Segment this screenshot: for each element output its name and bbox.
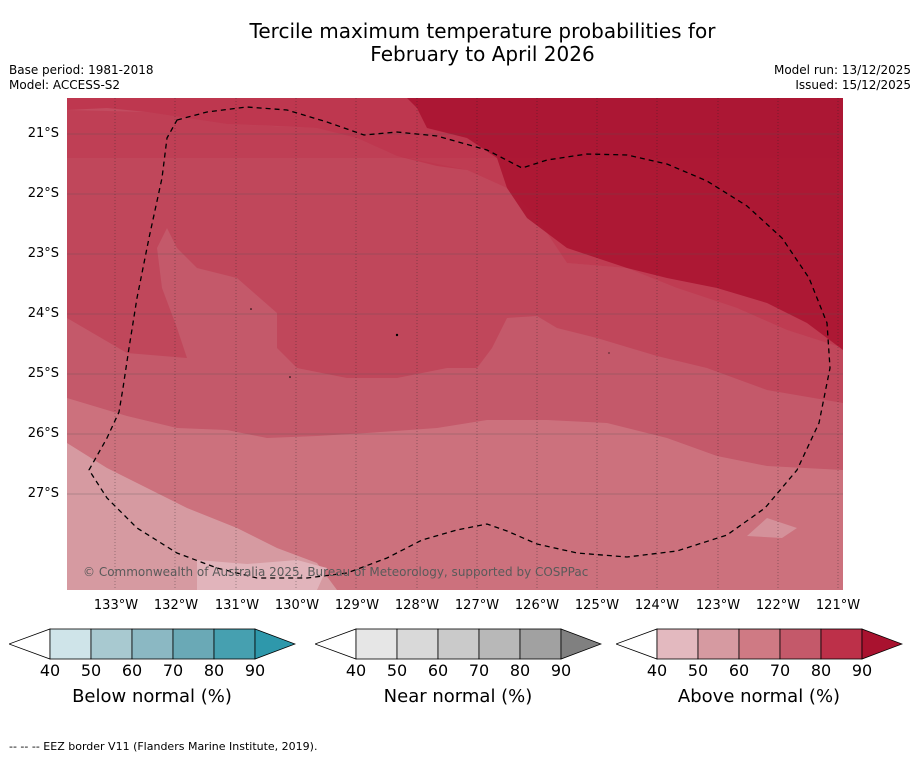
above-tick-60: 60 <box>728 661 750 680</box>
near-tick-50: 50 <box>386 661 408 680</box>
map-title: Tercile maximum temperature probabilitie… <box>0 20 919 66</box>
below-swatch-0 <box>9 628 51 660</box>
below-tick-80: 80 <box>203 661 225 680</box>
below-swatch-3 <box>131 628 174 660</box>
lat-label-24s: 24°S <box>27 306 59 321</box>
below-tick-60: 60 <box>121 661 143 680</box>
near-tick-40: 40 <box>345 661 367 680</box>
near-tick-80: 80 <box>509 661 531 680</box>
eez-footnote: -- -- -- EEZ border V11 (Flanders Marine… <box>9 740 318 753</box>
lon-label-127w: 127°W <box>454 598 500 613</box>
map-canvas <box>67 98 843 590</box>
lon-label-122w: 122°W <box>755 598 801 613</box>
below-swatch-2 <box>90 628 133 660</box>
model-run: Model run: 13/12/2025 <box>773 63 911 77</box>
near-normal-label: Near normal (%) <box>383 686 533 707</box>
lon-label-129w: 129°W <box>334 598 380 613</box>
model-name: Model: ACCESS-S2 <box>9 78 121 92</box>
above-swatch-3 <box>738 628 781 660</box>
above-tick-90: 90 <box>851 661 873 680</box>
near-tick-90: 90 <box>550 661 572 680</box>
below-tick-70: 70 <box>162 661 184 680</box>
above-swatch-1 <box>656 628 699 660</box>
near-swatch-2 <box>396 628 439 660</box>
lon-label-125w: 125°W <box>574 598 620 613</box>
copyright-notice: © Commonwealth of Australia 2025, Bureau… <box>83 565 589 579</box>
near-tick-70: 70 <box>468 661 490 680</box>
below-tick-40: 40 <box>39 661 61 680</box>
lon-label-123w: 123°W <box>695 598 741 613</box>
probability-map[interactable]: © Commonwealth of Australia 2025, Bureau… <box>67 98 843 590</box>
above-tick-50: 50 <box>687 661 709 680</box>
near-swatch-3 <box>437 628 480 660</box>
lon-label-121w: 121°W <box>815 598 861 613</box>
lon-label-130w: 130°W <box>274 598 320 613</box>
above-tick-40: 40 <box>646 661 668 680</box>
lat-label-27s: 27°S <box>27 486 59 501</box>
near-tick-60: 60 <box>427 661 449 680</box>
lon-label-124w: 124°W <box>634 598 680 613</box>
lat-label-21s: 21°S <box>27 126 59 141</box>
lon-label-133w: 133°W <box>93 598 139 613</box>
above-swatch-2 <box>697 628 740 660</box>
lat-label-22s: 22°S <box>27 186 59 201</box>
meta-left: Base period: 1981-2018 Model: ACCESS-S2 <box>9 63 154 93</box>
above-tick-70: 70 <box>769 661 791 680</box>
below-swatch-6 <box>254 628 296 660</box>
above-tick-80: 80 <box>810 661 832 680</box>
below-swatch-5 <box>213 628 256 660</box>
lat-label-25s: 25°S <box>27 366 59 381</box>
below-swatch-4 <box>172 628 215 660</box>
lon-label-132w: 132°W <box>153 598 199 613</box>
base-period: Base period: 1981-2018 <box>9 63 154 77</box>
lon-label-126w: 126°W <box>514 598 560 613</box>
below-swatch-1 <box>49 628 92 660</box>
above-swatch-4 <box>779 628 822 660</box>
below-normal-label: Below normal (%) <box>72 686 232 707</box>
above-swatch-6 <box>861 628 903 660</box>
near-swatch-5 <box>519 628 562 660</box>
lat-label-23s: 23°S <box>27 246 59 261</box>
lon-label-128w: 128°W <box>394 598 440 613</box>
meta-right: Model run: 13/12/2025 Issued: 15/12/2025 <box>774 63 911 93</box>
below-tick-90: 90 <box>244 661 266 680</box>
lat-label-26s: 26°S <box>27 426 59 441</box>
lon-label-131w: 131°W <box>214 598 260 613</box>
below-tick-50: 50 <box>80 661 102 680</box>
issued-date: Issued: 15/12/2025 <box>795 78 911 92</box>
near-swatch-6 <box>560 628 602 660</box>
title-line-1: Tercile maximum temperature probabilitie… <box>249 19 716 43</box>
near-swatch-1 <box>355 628 398 660</box>
near-swatch-0 <box>315 628 357 660</box>
near-swatch-4 <box>478 628 521 660</box>
above-normal-label: Above normal (%) <box>677 686 841 707</box>
above-swatch-0 <box>616 628 658 660</box>
above-swatch-5 <box>820 628 863 660</box>
title-line-2: February to April 2026 <box>370 42 595 66</box>
